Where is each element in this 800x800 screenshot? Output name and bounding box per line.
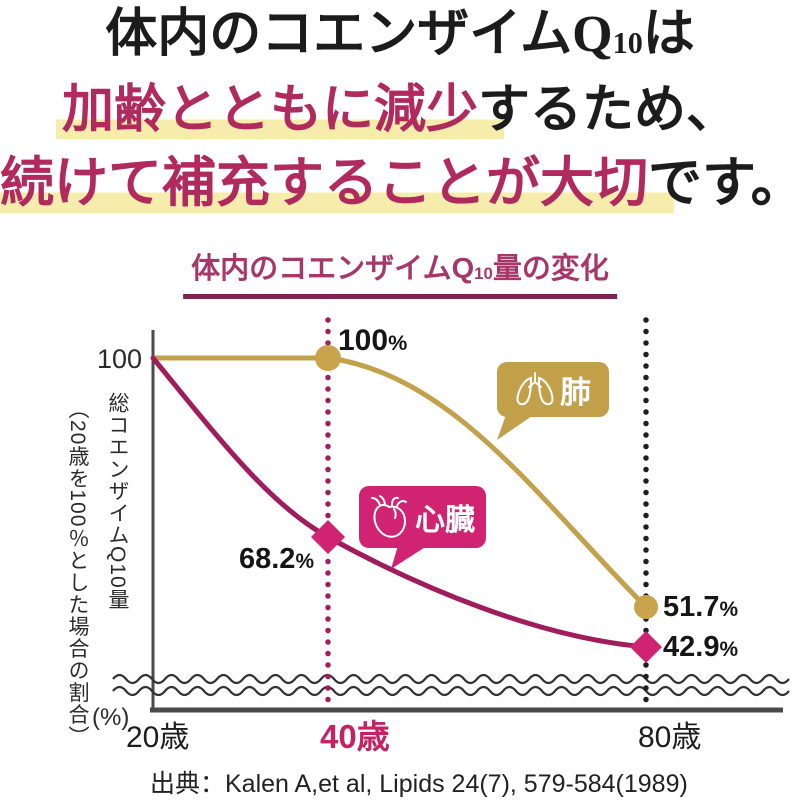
chart-title-q10-subscript: 10 (474, 264, 493, 283)
annotation-lung-40-value: 100 (338, 324, 389, 357)
annotation-lung-80: 51.7% (663, 591, 738, 624)
y-axis-unit: (%) (92, 704, 130, 731)
source-citation: 出典：Kalen A,et al, Lipids 24(7), 579-584(… (150, 770, 688, 798)
annotation-heart-80: 42.9% (663, 631, 738, 664)
headline-line-3: 続けて補充することが大切です。 (0, 153, 800, 213)
axis-break-wave-2 (112, 685, 790, 697)
annotation-heart-40-value: 68.2 (238, 543, 296, 575)
heart-marker-80 (630, 631, 662, 663)
headline-line-1: 体内のコエンザイムQ10は (0, 6, 800, 63)
chart-title: 体内のコエンザイムQ10量の変化 (183, 252, 617, 299)
chart-title-text: 体内のコエンザイムQ (191, 253, 475, 285)
lung-marker-40 (315, 345, 341, 371)
annotation-lung-80-unit: % (719, 598, 739, 621)
annotation-lung-40-unit: % (388, 330, 408, 355)
x-tick-20: 20歳 (126, 721, 190, 754)
heart-callout-label: 心臓 (415, 504, 475, 537)
headline-line-2: 加齢とともに減少するため、 (0, 82, 800, 139)
annotation-lung-80-value: 51.7 (663, 591, 720, 623)
annotation-heart-80-value: 42.9 (663, 631, 720, 663)
axis-break-wave-1 (112, 673, 790, 685)
headline-line-2-emphasis: 加齢とともに減少 (55, 82, 504, 139)
y-axis-label-sub: （20歳を100％とした場合の割合） (66, 398, 90, 748)
annotation-heart-80-unit: % (719, 638, 739, 661)
lung-callout-label: 肺 (560, 375, 591, 410)
heart-icon (370, 494, 410, 540)
lung-curve (150, 355, 649, 610)
headline-q10-subscript: 10 (612, 25, 643, 60)
headline-line-1-text: 体内のコエンザイムQ (105, 6, 613, 63)
headline-line-2-rest: するため、 (478, 82, 739, 139)
lung-callout-tail (497, 412, 532, 440)
heart-marker-40 (311, 520, 345, 554)
annotation-heart-40: 68.2% (212, 543, 314, 576)
headline-line-3-emphasis: 続けて補充することが大切 (0, 153, 674, 213)
lung-callout: 肺 (497, 362, 609, 417)
x-tick-80: 80歳 (638, 721, 702, 754)
heart-callout-tail (391, 542, 427, 569)
heart-callout: 心臓 (359, 486, 486, 548)
chart-title-tail: 量の変化 (492, 253, 609, 285)
y-axis-label-main: 総コエンザイムQ10量 (106, 392, 130, 611)
y-axis-tick-100: 100 (96, 344, 142, 374)
lungs-icon (515, 371, 555, 408)
annotation-heart-40-unit: % (295, 550, 314, 573)
lung-marker-80 (634, 595, 658, 619)
x-tick-40: 40歳 (320, 718, 390, 755)
headline-line-3-rest: です。 (648, 153, 800, 213)
annotation-lung-40: 100% (338, 324, 407, 358)
headline-line-1-tail: は (642, 6, 695, 63)
